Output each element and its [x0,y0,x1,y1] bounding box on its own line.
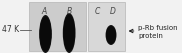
Ellipse shape [44,29,47,39]
Ellipse shape [41,20,50,48]
Ellipse shape [64,18,74,48]
Bar [29,2,86,51]
Ellipse shape [108,30,114,40]
Ellipse shape [110,33,112,37]
Text: B: B [67,7,72,16]
Ellipse shape [109,31,113,39]
Ellipse shape [64,16,74,50]
Ellipse shape [40,18,51,50]
Text: protein: protein [138,33,163,39]
Ellipse shape [109,32,113,38]
Ellipse shape [66,23,72,43]
Ellipse shape [43,26,48,42]
Ellipse shape [107,28,115,43]
Text: A: A [41,7,46,16]
Ellipse shape [110,32,112,38]
Ellipse shape [41,21,50,47]
Ellipse shape [108,29,114,41]
Ellipse shape [69,31,70,35]
Text: D: D [110,7,116,16]
Ellipse shape [106,26,116,44]
Ellipse shape [39,15,52,53]
Ellipse shape [106,25,116,45]
Ellipse shape [68,28,71,38]
Ellipse shape [66,21,73,45]
Ellipse shape [42,23,49,45]
Ellipse shape [111,34,112,36]
Text: p-Rb fusion: p-Rb fusion [138,25,178,31]
Ellipse shape [45,32,46,36]
Ellipse shape [107,28,115,42]
Ellipse shape [63,13,76,53]
Ellipse shape [42,24,49,44]
Ellipse shape [40,17,51,51]
Ellipse shape [68,30,70,36]
Ellipse shape [63,15,75,51]
Ellipse shape [106,27,116,43]
Text: C: C [95,7,100,16]
Bar [88,2,125,51]
Ellipse shape [65,20,73,46]
Ellipse shape [66,25,72,41]
Ellipse shape [67,26,71,40]
Ellipse shape [43,28,48,40]
Ellipse shape [44,31,47,37]
Text: 47 K: 47 K [2,25,19,35]
